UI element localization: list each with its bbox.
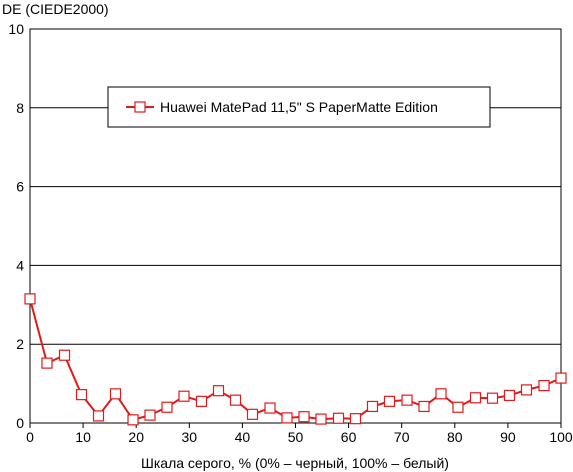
y-tick-label: 6	[16, 179, 24, 195]
y-axis-label: DE (CIEDE2000)	[2, 1, 109, 17]
data-point-marker	[161, 401, 173, 413]
y-tick-label: 4	[16, 257, 24, 273]
x-tick-label: 20	[128, 429, 144, 445]
data-point-marker	[315, 413, 327, 425]
legend: Huawei MatePad 11,5" S PaperMatte Editio…	[107, 86, 491, 128]
legend-marker-swatch	[134, 101, 146, 113]
x-tick-label: 0	[26, 429, 34, 445]
data-point-marker	[24, 293, 36, 305]
data-point-marker	[41, 357, 53, 369]
data-point-marker	[435, 388, 447, 400]
data-point-marker	[555, 372, 567, 384]
y-tick-label: 2	[16, 336, 24, 352]
data-point-marker	[452, 401, 464, 413]
data-point-marker	[366, 400, 379, 413]
legend-entry: Huawei MatePad 11,5" S PaperMatte Editio…	[160, 99, 438, 115]
data-point-marker	[469, 392, 482, 404]
x-tick-label: 90	[500, 429, 516, 445]
x-tick-label: 40	[235, 429, 251, 445]
x-tick-label: 60	[341, 429, 357, 445]
x-tick-label: 80	[447, 429, 463, 445]
data-point-marker	[75, 389, 88, 401]
x-tick-label: 50	[288, 429, 304, 445]
data-point-marker	[503, 389, 516, 402]
data-point-marker	[178, 390, 190, 402]
data-point-marker	[538, 379, 550, 392]
data-point-marker	[418, 400, 430, 413]
legend-box	[107, 86, 491, 128]
data-point-marker	[486, 392, 499, 404]
data-point-marker	[332, 412, 345, 424]
data-point-marker	[212, 385, 225, 397]
data-point-marker	[264, 402, 276, 414]
data-point-marker	[520, 384, 533, 396]
data-point-marker	[298, 411, 310, 423]
data-point-marker	[246, 408, 259, 420]
data-point-marker	[127, 414, 139, 426]
data-point-marker	[144, 409, 156, 421]
x-axis-label: Шкала серого, % (0% – черный, 100% – бел…	[141, 455, 449, 471]
x-tick-label: 30	[182, 429, 198, 445]
x-tick-label: 70	[394, 429, 410, 445]
data-point-marker	[229, 394, 242, 406]
y-tick-label: 8	[16, 100, 24, 116]
series-line	[29, 298, 562, 421]
data-point-marker	[58, 349, 71, 361]
y-tick-label: 10	[8, 21, 24, 37]
y-tick-label: 0	[16, 415, 24, 431]
data-point-marker	[92, 410, 105, 422]
data-point-marker	[281, 412, 293, 424]
data-point-marker	[195, 395, 208, 407]
series-layer	[24, 293, 567, 426]
data-point-marker	[401, 394, 413, 406]
data-point-marker	[383, 395, 396, 407]
data-point-marker	[349, 413, 362, 425]
y-axis-ticks: 0 2 4 6 8 10	[8, 21, 24, 431]
x-tick-label: 100	[549, 429, 573, 445]
x-tick-label: 10	[75, 429, 91, 445]
x-axis-ticks: 0 10 20 30 40 50 60 70 80 90 100	[26, 423, 573, 445]
data-point-marker	[109, 388, 122, 400]
